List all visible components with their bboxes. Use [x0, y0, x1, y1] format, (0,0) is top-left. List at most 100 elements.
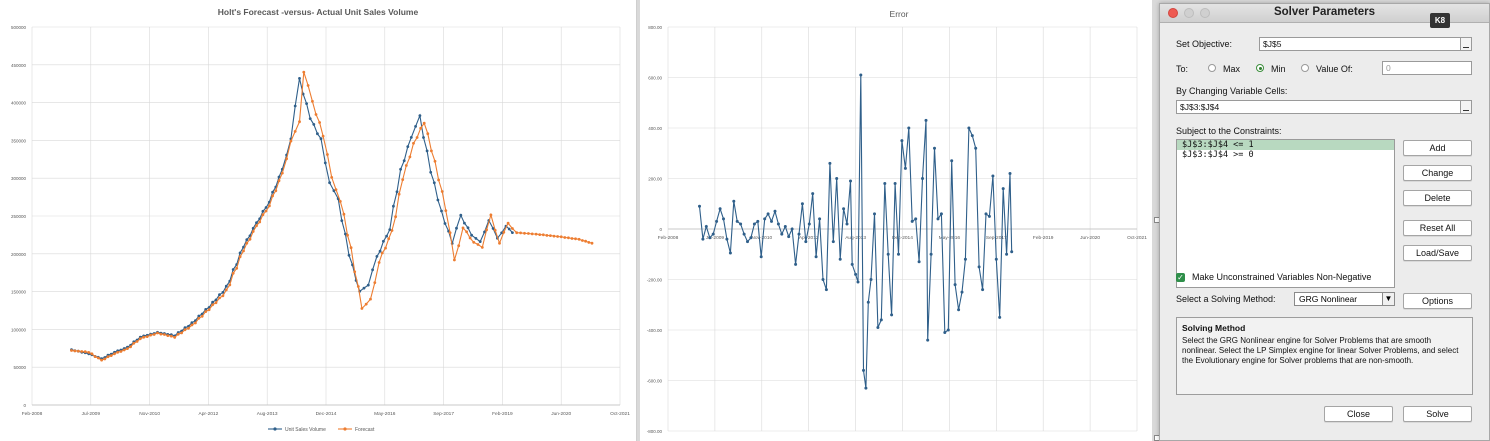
change-button[interactable]: Change	[1403, 165, 1472, 181]
data-point	[353, 270, 357, 274]
data-point	[80, 350, 84, 353]
data-point	[425, 149, 429, 153]
data-point	[506, 221, 510, 225]
data-point	[169, 334, 173, 338]
by-changing-field[interactable]: $J$3:$J$4	[1176, 100, 1472, 114]
data-point	[116, 350, 120, 354]
make-unconstrained-checkbox[interactable]: ✓	[1176, 273, 1185, 282]
data-point	[725, 237, 729, 241]
data-point	[907, 126, 911, 130]
data-point	[264, 206, 268, 209]
set-objective-field[interactable]: $J$5	[1259, 37, 1472, 51]
zoom-window-icon[interactable]	[1200, 8, 1210, 18]
x-tick-label: Feb-2008	[658, 235, 679, 241]
data-point	[559, 235, 563, 239]
holts-forecast-chart[interactable]: Holt's Forecast -versus- Actual Unit Sal…	[0, 0, 637, 441]
data-point	[218, 293, 221, 296]
min-radio[interactable]	[1256, 64, 1264, 72]
data-point	[132, 341, 136, 345]
constraint-item[interactable]: $J$3:$J$4 <= 1	[1177, 140, 1394, 150]
solve-button[interactable]: Solve	[1403, 406, 1472, 422]
data-point	[502, 230, 506, 234]
data-point	[433, 159, 437, 163]
data-point	[926, 338, 930, 342]
minimize-window-icon[interactable]	[1184, 8, 1194, 18]
data-point	[998, 315, 1002, 319]
data-point	[395, 190, 399, 194]
add-button[interactable]: Add	[1403, 140, 1472, 156]
data-point	[409, 136, 413, 139]
data-point	[194, 321, 197, 325]
close-button[interactable]: Close	[1324, 406, 1393, 422]
value-of-label: Value Of:	[1316, 64, 1353, 74]
data-point	[511, 231, 514, 235]
value-of-radio[interactable]	[1301, 64, 1309, 72]
collapse-ref-icon[interactable]	[1460, 38, 1471, 50]
data-point	[224, 284, 228, 288]
max-radio[interactable]	[1208, 64, 1216, 72]
data-point	[780, 232, 784, 236]
data-point	[766, 212, 770, 216]
data-point	[1001, 187, 1005, 191]
data-point	[711, 232, 715, 236]
data-point	[390, 229, 394, 232]
data-point	[474, 237, 478, 240]
data-point	[277, 179, 281, 183]
to-label: To:	[1176, 64, 1189, 74]
set-objective-label: Set Objective:	[1176, 39, 1233, 49]
data-point	[797, 232, 801, 236]
data-point	[207, 308, 211, 312]
data-point	[489, 213, 493, 217]
data-point	[302, 70, 306, 74]
close-window-icon[interactable]	[1168, 8, 1178, 18]
data-point	[876, 326, 880, 329]
collapse-ref-icon[interactable]	[1460, 101, 1471, 113]
options-button[interactable]: Options	[1403, 293, 1472, 309]
dialog-title: Solver Parameters	[1273, 6, 1375, 18]
data-point	[739, 222, 743, 226]
max-label: Max	[1223, 64, 1241, 74]
data-point	[933, 146, 936, 150]
data-point	[429, 170, 433, 174]
data-point	[549, 234, 552, 238]
y-tick-label: 0	[23, 403, 26, 408]
data-point	[698, 204, 701, 208]
solving-method-description: Select the GRG Nonlinear engine for Solv…	[1182, 336, 1459, 365]
data-point	[465, 230, 468, 234]
data-point	[235, 266, 239, 270]
data-point	[334, 188, 338, 192]
data-point	[835, 177, 839, 180]
data-point	[261, 213, 265, 217]
data-point	[242, 249, 245, 253]
constraints-list[interactable]: $J$3:$J$4 <= 1 $J$3:$J$4 >= 0	[1176, 139, 1395, 288]
data-point	[344, 232, 347, 236]
data-point	[854, 272, 858, 276]
data-point	[728, 251, 732, 255]
error-chart[interactable]: Error -800.00 -600.00 -400.00 -200.00 0 200.00…	[640, 0, 1152, 441]
data-point	[251, 230, 255, 233]
solving-method-select[interactable]: GRG Nonlinear ▼	[1294, 292, 1395, 306]
error-chart-svg: Error -800.00 -600.00 -400.00 -200.00 0 200.00…	[647, 9, 1147, 434]
chevron-down-icon: ▼	[1382, 293, 1394, 305]
data-point	[366, 283, 370, 287]
reset-all-button[interactable]: Reset All	[1403, 220, 1472, 236]
select-method-label: Select a Solving Method:	[1176, 294, 1276, 304]
data-point	[498, 241, 501, 245]
data-point	[93, 355, 97, 358]
data-point	[1010, 250, 1014, 254]
data-point	[238, 251, 242, 255]
y-tick-label: 200.00	[648, 177, 662, 182]
data-point	[530, 232, 534, 236]
delete-button[interactable]: Delete	[1403, 190, 1472, 206]
load-save-button[interactable]: Load/Save	[1403, 245, 1472, 261]
data-point	[963, 257, 967, 261]
data-point	[804, 240, 808, 244]
constraint-item[interactable]: $J$3:$J$4 >= 0	[1182, 150, 1254, 160]
data-point	[879, 318, 883, 322]
data-point	[166, 334, 170, 337]
data-point	[180, 331, 184, 335]
y-tick-label: -400.00	[647, 328, 663, 333]
data-point	[950, 159, 954, 163]
value-of-field[interactable]: 0	[1382, 61, 1472, 75]
data-point	[218, 296, 221, 300]
